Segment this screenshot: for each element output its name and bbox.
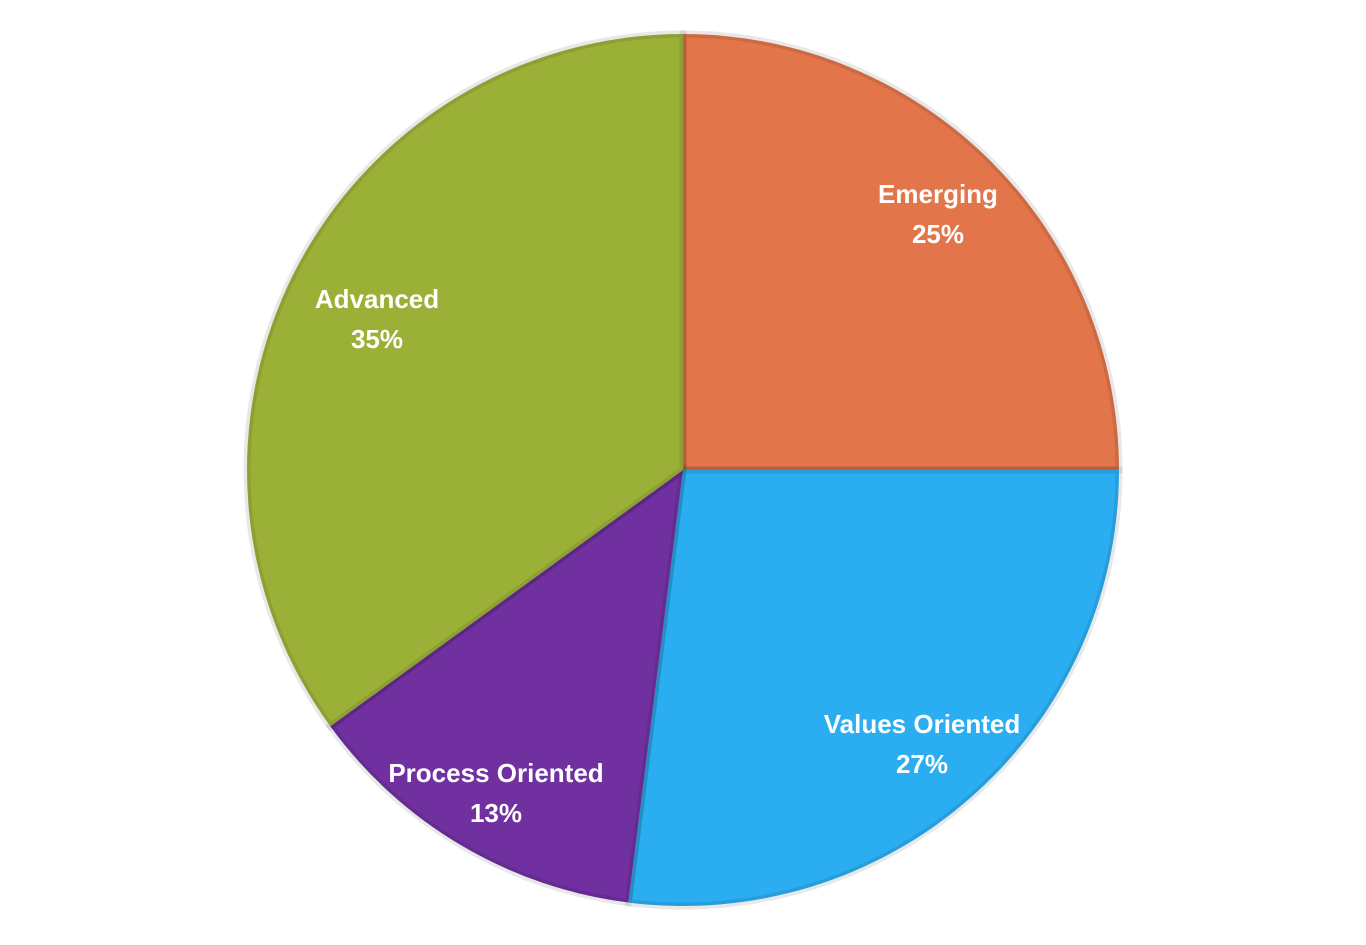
slice-value-label: 25% [912,219,964,249]
slice-border [243,30,687,732]
slice-label: Emerging [878,179,998,209]
slice-border [624,466,1123,910]
pie-slice [247,34,683,727]
pie-slice [628,470,1119,906]
slice-value-label: 35% [351,324,403,354]
slice-border [325,462,688,907]
slice-value-label: 27% [896,749,948,779]
pie-slice [330,470,683,903]
slice-label: Process Oriented [388,758,603,788]
slice-border [679,30,1123,474]
slice-value-label: 13% [470,798,522,828]
slice-label: Advanced [315,284,439,314]
pie-slice [683,34,1119,470]
slice-label: Values Oriented [824,709,1021,739]
